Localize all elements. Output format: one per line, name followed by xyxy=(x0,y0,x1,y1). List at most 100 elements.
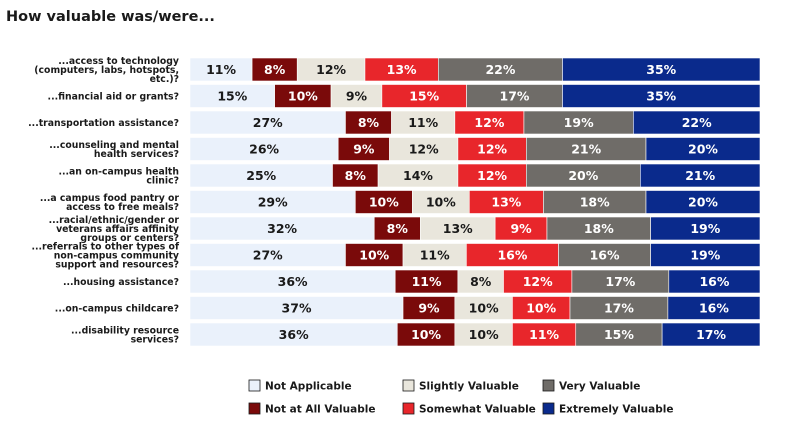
data-label: 11% xyxy=(420,248,450,263)
data-label: 12% xyxy=(477,142,507,157)
data-label: 17% xyxy=(500,89,530,104)
category-labels: ...access to technology (computers, labs,… xyxy=(28,56,180,345)
data-label: 36% xyxy=(278,274,308,289)
data-label: 19% xyxy=(564,115,594,130)
category-label: ...access to technology (computers, labs,… xyxy=(34,56,179,85)
legend-label: Not at All Valuable xyxy=(265,404,375,416)
data-label: 8% xyxy=(358,115,380,130)
data-label: 10% xyxy=(526,301,556,316)
data-label: 35% xyxy=(646,89,676,104)
data-label: 8% xyxy=(264,62,286,77)
bar-row: 15% 10% 9% 15% 17% 35% xyxy=(189,84,761,108)
bar-row: 27% 10% 11% 16% 16% 19% xyxy=(189,243,761,267)
legend-label: Not Applicable xyxy=(265,381,352,393)
category-label: ...disability resource services? xyxy=(71,326,179,346)
data-label: 20% xyxy=(688,142,718,157)
bar-segment xyxy=(650,243,761,267)
data-label: 29% xyxy=(258,195,288,210)
bar-segment xyxy=(645,137,761,161)
data-label: 32% xyxy=(267,221,297,236)
data-label: 11% xyxy=(408,115,438,130)
data-label: 8% xyxy=(387,221,409,236)
data-label: 14% xyxy=(403,168,433,183)
data-label: 8% xyxy=(345,168,367,183)
legend-label: Somewhat Valuable xyxy=(419,404,536,416)
category-label: ...an on-campus health clinic? xyxy=(58,167,179,187)
category-label: ...racial/ethnic/gender or veterans affai… xyxy=(49,215,180,244)
data-label: 11% xyxy=(206,62,236,77)
legend-swatch xyxy=(402,402,415,415)
data-label: 21% xyxy=(685,168,715,183)
chart-title: How valuable was/were... xyxy=(6,9,215,25)
bar-segment xyxy=(645,190,761,214)
legend-item: Extremely Valuable xyxy=(542,402,673,416)
data-label: 15% xyxy=(604,327,634,342)
data-label: 13% xyxy=(387,62,417,77)
data-label: 16% xyxy=(497,248,527,263)
bar-row: 26% 9% 12% 12% 21% 20% xyxy=(189,137,761,161)
data-label: 9% xyxy=(510,221,532,236)
bar-row: 36% 10% 10% 11% 15% 17% xyxy=(189,322,761,347)
data-label: 21% xyxy=(571,142,601,157)
data-label: 19% xyxy=(690,221,720,236)
data-label: 11% xyxy=(412,274,442,289)
legend-item: Very Valuable xyxy=(542,379,640,393)
data-label: 17% xyxy=(605,274,635,289)
bar-segment xyxy=(633,110,761,135)
category-label: ...counseling and mental health services? xyxy=(49,140,179,160)
bar-row: 11% 8% 12% 13% 22% 35% xyxy=(189,57,761,82)
data-label: 19% xyxy=(690,248,720,263)
legend-swatch xyxy=(402,379,415,392)
data-label: 8% xyxy=(470,274,492,289)
legend-swatch xyxy=(542,402,555,415)
category-label: ...housing assistance? xyxy=(63,277,179,288)
data-label: 10% xyxy=(411,327,441,342)
data-label: 11% xyxy=(529,327,559,342)
data-label: 20% xyxy=(688,195,718,210)
data-label: 12% xyxy=(316,62,346,77)
category-label: ...financial aid or grants? xyxy=(48,92,179,103)
bar-segment xyxy=(562,84,761,108)
data-label: 17% xyxy=(604,301,634,316)
data-label: 10% xyxy=(359,248,389,263)
legend-swatch xyxy=(542,379,555,392)
category-label: ...transportation assistance? xyxy=(28,118,179,129)
data-label: 18% xyxy=(580,195,610,210)
data-label: 12% xyxy=(409,142,439,157)
data-label: 22% xyxy=(682,115,712,130)
data-label: 10% xyxy=(288,89,318,104)
data-label: 13% xyxy=(443,221,473,236)
data-label: 27% xyxy=(253,248,283,263)
bar-segment xyxy=(667,296,761,320)
category-label: ...a campus food pantry or access to free… xyxy=(40,193,180,213)
bar-segment xyxy=(650,216,761,241)
data-label: 9% xyxy=(353,142,375,157)
data-label: 15% xyxy=(409,89,439,104)
data-label: 26% xyxy=(249,142,279,157)
data-label: 9% xyxy=(418,301,440,316)
data-label: 17% xyxy=(696,327,726,342)
data-label: 15% xyxy=(217,89,247,104)
legend-item: Slightly Valuable xyxy=(402,379,519,393)
legend-label: Slightly Valuable xyxy=(419,381,519,393)
data-label: 13% xyxy=(491,195,521,210)
bar-row: 37% 9% 10% 10% 17% 16% xyxy=(189,296,761,320)
bar-row: 27% 8% 11% 12% 19% 22% xyxy=(189,110,761,135)
data-label: 25% xyxy=(246,168,276,183)
bar-row: 32% 8% 13% 9% 18% 19% xyxy=(189,216,761,241)
data-label: 12% xyxy=(477,168,507,183)
legend-label: Extremely Valuable xyxy=(559,404,673,416)
data-label: 9% xyxy=(346,89,368,104)
bar-segment xyxy=(639,163,761,188)
bar-row: 25% 8% 14% 12% 20% 21% xyxy=(189,163,761,188)
bar-segment xyxy=(661,322,761,347)
data-label: 10% xyxy=(469,327,499,342)
legend-swatch xyxy=(248,402,261,415)
data-label: 37% xyxy=(282,301,312,316)
legend: Not Applicable Slightly Valuable Very Valu… xyxy=(248,379,673,416)
data-label: 10% xyxy=(469,301,499,316)
legend-swatch xyxy=(248,379,261,392)
bar-segment xyxy=(668,269,761,294)
data-label: 12% xyxy=(523,274,553,289)
